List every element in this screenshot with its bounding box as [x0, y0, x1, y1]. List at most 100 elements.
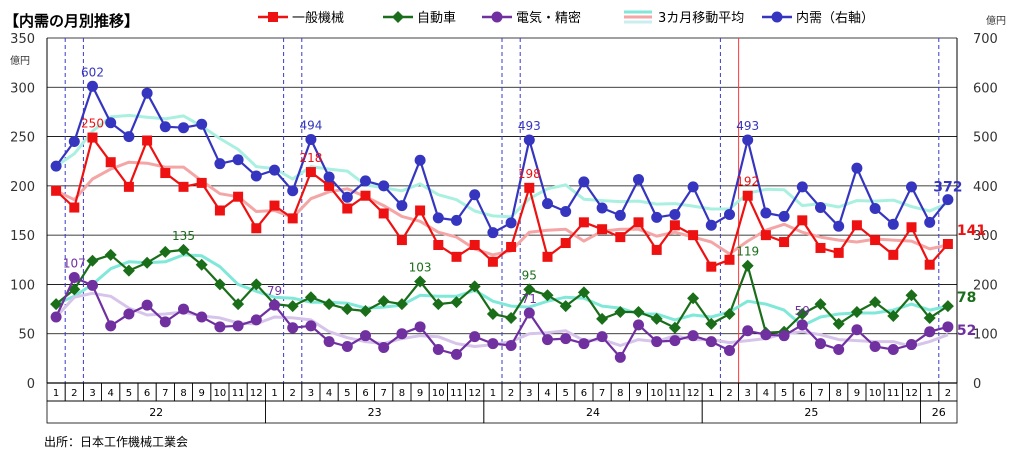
data-label: 79 — [267, 284, 282, 298]
data-point — [778, 210, 790, 222]
data-point — [524, 182, 535, 193]
data-point — [50, 298, 63, 311]
data-label: 119 — [736, 245, 759, 259]
data-point — [323, 298, 336, 311]
data-point — [177, 243, 190, 256]
data-point — [705, 336, 717, 348]
period-markers — [64, 38, 958, 383]
x-tick-label: 9 — [199, 388, 205, 399]
data-point — [888, 249, 899, 260]
x-year-label: 22 — [149, 406, 163, 419]
x-year-label: 26 — [932, 406, 946, 419]
data-point — [706, 261, 717, 272]
data-point — [324, 180, 335, 191]
data-point — [196, 311, 208, 323]
data-point — [396, 235, 407, 246]
data-point — [596, 331, 608, 343]
x-tick-label: 8 — [836, 388, 842, 399]
data-label: 493 — [736, 119, 759, 133]
data-point — [633, 173, 644, 185]
data-point — [669, 208, 681, 220]
x-tick-label: 12 — [905, 388, 918, 399]
data-point — [341, 191, 353, 203]
x-tick-label: 5 — [344, 388, 350, 399]
x-tick-label: 4 — [544, 388, 550, 399]
data-point — [214, 158, 226, 170]
data-point — [560, 238, 571, 249]
x-tick-label: 5 — [781, 388, 787, 399]
series-line — [55, 276, 949, 359]
data-point — [542, 251, 553, 262]
x-tick-label: 2 — [945, 388, 951, 399]
y-left-tick-label: 100 — [10, 278, 35, 293]
x-tick-label: 1 — [708, 388, 714, 399]
data-point — [833, 247, 844, 258]
data-point — [742, 325, 754, 337]
legend-label: 内需（右軸） — [796, 10, 874, 26]
data-point — [887, 218, 899, 230]
data-point — [942, 239, 953, 250]
data-point — [68, 272, 80, 284]
data-point — [632, 306, 645, 319]
data-point — [450, 296, 463, 309]
data-point — [451, 251, 462, 262]
data-point — [668, 321, 681, 334]
data-point — [796, 319, 808, 331]
x-tick-label: 2 — [71, 388, 77, 399]
x-tick-label: 7 — [381, 388, 387, 399]
data-point — [815, 242, 826, 253]
data-point — [305, 320, 317, 332]
data-point — [687, 330, 699, 342]
x-tick-label: 11 — [232, 388, 245, 399]
data-point — [578, 338, 590, 350]
data-label: 135 — [172, 229, 195, 243]
data-point — [469, 240, 480, 250]
data-label: 52 — [957, 323, 976, 339]
data-point — [523, 283, 536, 296]
data-point — [869, 203, 881, 215]
data-point — [360, 175, 371, 187]
data-point — [779, 237, 790, 248]
legend-label: 電気・精密 — [516, 10, 581, 26]
legend-label: 一般機械 — [292, 10, 344, 26]
legend-marker — [392, 11, 404, 23]
data-point — [286, 300, 299, 313]
x-tick-label: 1 — [927, 388, 933, 399]
data-point — [414, 154, 426, 166]
data-point — [760, 329, 772, 341]
y-left-tick-label: 0 — [27, 377, 35, 392]
data-point — [542, 198, 553, 210]
data-point — [304, 291, 317, 304]
x-tick-label: 7 — [817, 388, 823, 399]
data-point — [214, 321, 226, 333]
data-point — [104, 248, 117, 261]
data-point — [578, 217, 589, 228]
data-point — [669, 335, 681, 347]
data-label: 602 — [81, 65, 104, 79]
data-point — [87, 132, 98, 143]
data-label: 493 — [518, 119, 541, 133]
data-label: 71 — [522, 292, 537, 306]
data-point — [487, 227, 499, 239]
data-point — [178, 181, 189, 192]
data-point — [578, 176, 590, 188]
data-point — [760, 230, 771, 241]
data-point — [941, 300, 954, 313]
data-point — [505, 340, 517, 352]
data-point — [851, 162, 863, 174]
data-point — [395, 298, 408, 311]
data-point — [377, 295, 390, 308]
x-tick-label: 8 — [399, 388, 405, 399]
data-point — [87, 279, 98, 291]
data-point — [432, 343, 444, 355]
legend-label: 3カ月移動平均 — [658, 11, 744, 26]
data-point — [596, 202, 608, 214]
data-point — [924, 259, 935, 270]
data-point — [196, 177, 207, 188]
x-year-label: 25 — [804, 406, 818, 419]
data-point — [815, 202, 826, 214]
data-point — [924, 216, 936, 228]
data-point — [614, 351, 626, 363]
x-year-cell — [920, 400, 958, 424]
data-point — [887, 309, 900, 322]
